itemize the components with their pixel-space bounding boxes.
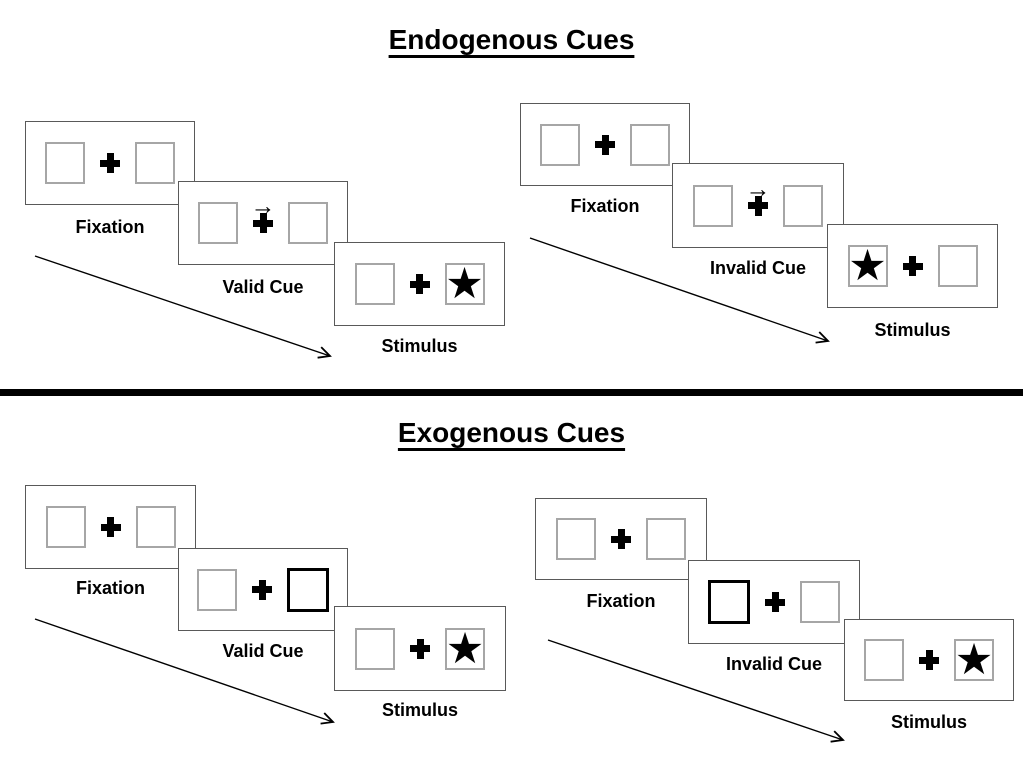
left-placeholder-box — [540, 123, 580, 166]
right-placeholder-box — [800, 581, 840, 623]
time-arrow — [547, 639, 845, 743]
stimulus-card: ★ — [334, 242, 505, 326]
fixation-cross-icon — [252, 579, 272, 600]
fixation-cross-icon — [765, 592, 785, 612]
fixation-cross-icon — [100, 517, 121, 537]
fixation-cross-icon: → — [251, 194, 276, 233]
time-arrow — [34, 255, 332, 359]
left-placeholder-box — [354, 263, 395, 305]
fixation-cross-icon — [595, 134, 615, 155]
right-target-box: ★ — [444, 260, 485, 308]
left-placeholder-box — [864, 639, 904, 681]
plus-icon — [100, 153, 120, 173]
star-icon: ★ — [848, 242, 887, 290]
card-label-invalid-cue: Invalid Cue — [725, 654, 823, 674]
right-target-box: ★ — [954, 636, 994, 684]
card-label-valid-cue: Valid Cue — [222, 277, 304, 297]
card-label-stimulus: Stimulus — [874, 320, 951, 340]
stimulus-card: ★ — [844, 619, 1014, 701]
section-divider — [0, 389, 1023, 396]
cue-direction-arrow-icon: → — [250, 192, 276, 220]
right-placeholder-box — [937, 245, 978, 287]
plus-icon — [902, 256, 923, 276]
left-placeholder-box — [693, 184, 733, 227]
valid-cue-card — [178, 548, 348, 631]
time-arrow — [529, 237, 830, 344]
stimulus-card: ★ — [827, 224, 998, 308]
card-label-fixation: Fixation — [570, 196, 640, 216]
invalid-cue-card — [688, 560, 860, 644]
fixation-card — [520, 103, 690, 186]
star-icon: ★ — [954, 636, 994, 684]
left-placeholder-box — [556, 518, 596, 560]
fixation-cross-icon — [611, 529, 631, 549]
right-placeholder-box — [135, 142, 175, 184]
section-title-endogenous: Endogenous Cues — [388, 24, 635, 55]
plus-icon — [595, 134, 615, 155]
star-icon: ★ — [445, 624, 485, 673]
left-target-box: ★ — [847, 242, 888, 290]
fixation-cross-icon — [409, 274, 430, 294]
plus-icon — [253, 213, 273, 233]
plus-icon — [410, 638, 430, 659]
right-placeholder-box — [288, 202, 328, 244]
card-label-invalid-cue: Invalid Cue — [709, 258, 807, 278]
left-placeholder-box — [45, 142, 85, 184]
right-target-box: ★ — [445, 624, 485, 673]
fixation-cross-icon — [410, 638, 430, 659]
fixation-cross-icon — [919, 650, 939, 670]
invalid-cue-card: → — [672, 163, 844, 248]
right-placeholder-box — [646, 518, 686, 560]
fixation-card — [25, 485, 196, 569]
plus-icon — [748, 195, 768, 216]
fixation-cross-icon — [902, 256, 923, 276]
card-label-stimulus: Stimulus — [381, 336, 458, 356]
stimulus-card: ★ — [334, 606, 506, 691]
card-label-fixation: Fixation — [75, 578, 145, 598]
card-label-stimulus: Stimulus — [381, 700, 458, 720]
plus-icon — [611, 529, 631, 549]
card-label-stimulus: Stimulus — [890, 712, 967, 732]
left-placeholder-box — [355, 627, 395, 670]
plus-icon — [100, 517, 121, 537]
card-label-fixation: Fixation — [586, 591, 656, 611]
left-placeholder-box — [197, 568, 237, 611]
fixation-card — [25, 121, 195, 205]
star-icon: ★ — [445, 260, 484, 308]
left-highlighted-cue-box — [708, 580, 750, 624]
fixation-cross-icon — [100, 153, 120, 173]
plus-icon — [919, 650, 939, 670]
fixation-cross-icon: → — [746, 176, 771, 216]
plus-icon — [409, 274, 430, 294]
time-arrow — [34, 618, 335, 725]
valid-cue-card: → — [178, 181, 348, 265]
section-title-exogenous: Exogenous Cues — [397, 417, 626, 448]
cue-direction-arrow-icon: → — [745, 174, 771, 203]
plus-icon — [765, 592, 785, 612]
plus-icon — [252, 579, 272, 600]
fixation-card — [535, 498, 707, 580]
right-placeholder-box — [630, 123, 670, 166]
right-placeholder-box — [135, 506, 176, 548]
card-label-valid-cue: Valid Cue — [222, 641, 304, 661]
card-label-fixation: Fixation — [75, 217, 145, 237]
right-placeholder-box — [783, 184, 823, 227]
left-placeholder-box — [198, 202, 238, 244]
right-highlighted-cue-box — [287, 567, 329, 612]
left-placeholder-box — [45, 506, 86, 548]
